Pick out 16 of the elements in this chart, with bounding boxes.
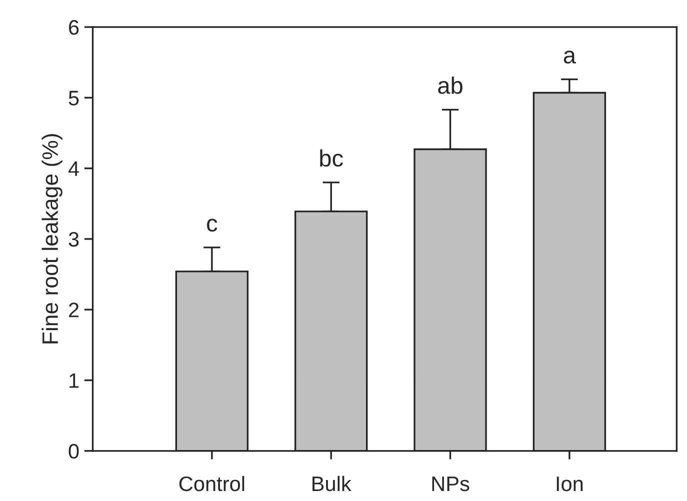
y-tick-label: 2	[69, 302, 79, 318]
annotation: bc	[320, 149, 343, 167]
y-tick-label: 6	[69, 20, 79, 35]
y-tick-label: 4	[68, 162, 79, 176]
y-tick-label: 5	[68, 90, 79, 106]
annotation: c	[207, 218, 218, 232]
x-tick-label: Ion	[556, 476, 583, 492]
x-tick-label: NPs	[432, 476, 470, 492]
y-axis-title: Fine root leakage (%)	[42, 134, 62, 344]
y-tick-label: 1	[70, 373, 79, 388]
y-tick-label: 0	[68, 444, 79, 459]
annotation: a	[564, 50, 576, 64]
x-tick-label: Control	[179, 476, 244, 492]
x-tick-label: Bulk	[312, 476, 352, 492]
annotation: ab	[438, 76, 462, 94]
y-tick-label: 3	[68, 232, 79, 247]
